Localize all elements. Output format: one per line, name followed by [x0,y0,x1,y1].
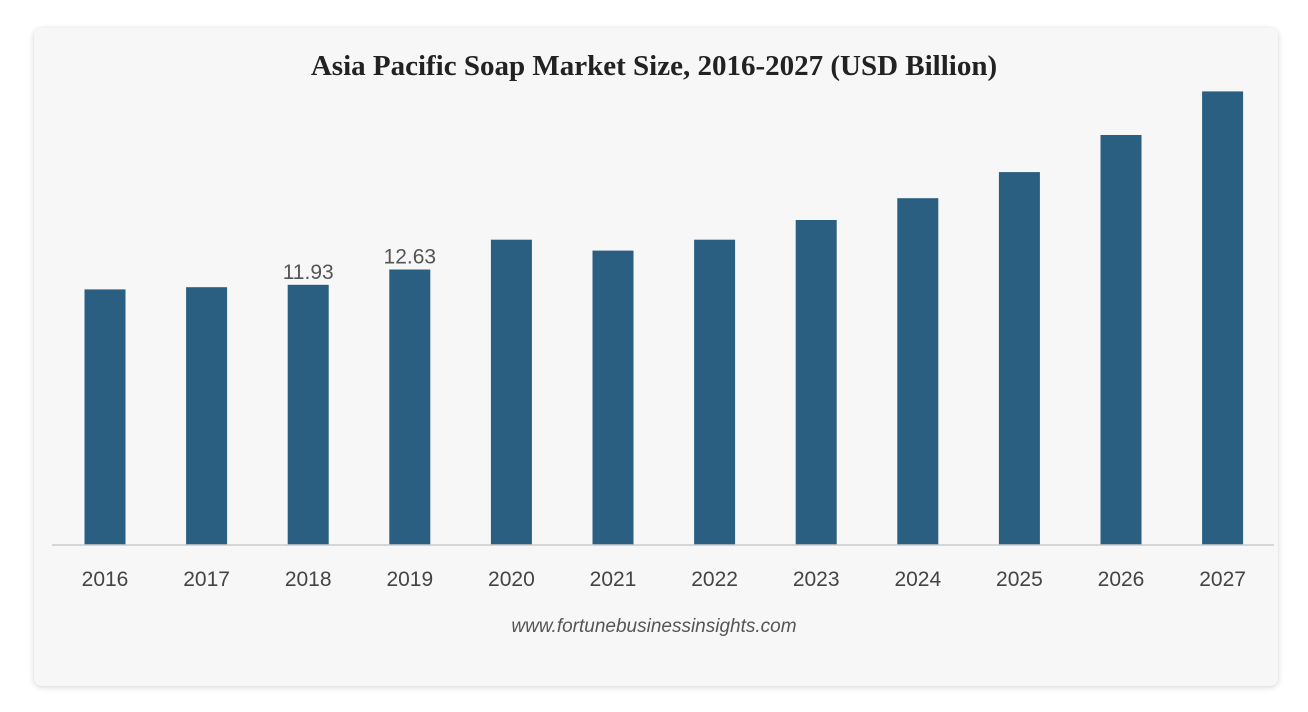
bar-2027 [1202,91,1244,546]
bar-2021 [592,250,634,545]
x-tick-2025: 2025 [996,568,1043,591]
bar-2025 [998,172,1040,545]
x-tick-2020: 2020 [488,568,535,591]
data-labels-group: 11.93 12.63 [283,246,436,284]
data-label-2019: 12.63 [384,246,437,269]
bar-2016 [84,289,126,545]
bars-group [84,91,1244,546]
bar-2024 [897,198,939,545]
chart-card [34,28,1278,686]
source-url: www.fortunebusinessinsights.com [511,616,797,637]
bar-2017 [186,287,228,545]
x-tick-2021: 2021 [590,568,637,591]
x-tick-2016: 2016 [82,568,129,591]
bar-2020 [490,239,532,545]
x-tick-2022: 2022 [691,568,738,591]
bar-2023 [795,220,837,545]
bar-2022 [694,239,736,545]
x-tick-2024: 2024 [894,568,941,591]
x-tick-2026: 2026 [1098,568,1145,591]
x-tick-2019: 2019 [386,568,433,591]
x-tick-2027: 2027 [1199,568,1246,591]
x-tick-2018: 2018 [285,568,332,591]
data-label-2018: 11.93 [283,261,334,284]
x-tick-labels: 2016 2017 2018 2019 2020 2021 2022 2023 2024 2025… [82,568,1246,591]
x-tick-2023: 2023 [793,568,840,591]
bar-2019 [389,269,431,545]
bar-2026 [1100,135,1142,545]
bar-2018 [287,284,329,545]
chart-title: Asia Pacific Soap Market Size, 2016-2027… [310,50,998,82]
x-tick-2017: 2017 [183,568,230,591]
